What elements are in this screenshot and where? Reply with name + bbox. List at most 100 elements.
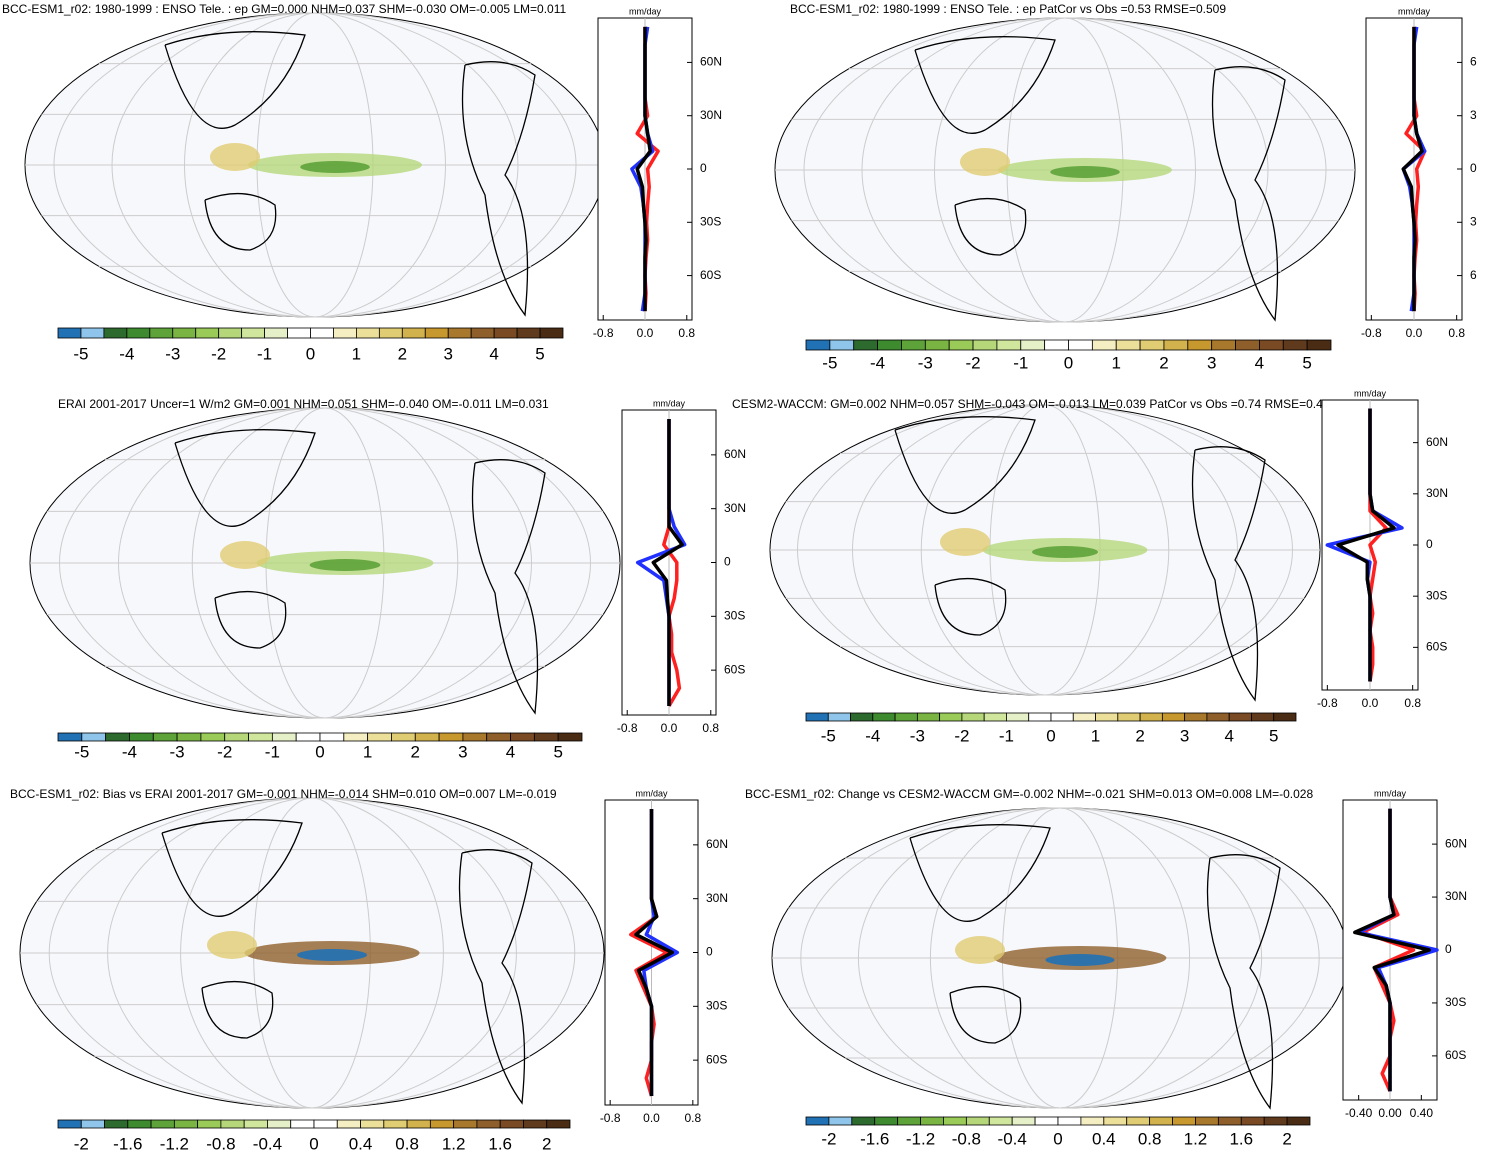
panel-title: BCC-ESM1_r02: 1980-1999 : ENSO Tele. : e…: [2, 2, 567, 16]
colorbar-box: [965, 1116, 990, 1126]
colorbar-box: [829, 339, 855, 351]
colorbar-label: 1: [363, 742, 372, 761]
colorbar-box: [920, 1116, 944, 1126]
colorbar-label: 0: [306, 344, 315, 363]
tropical-anomaly: [1045, 954, 1115, 966]
units-label: mm/day: [629, 6, 662, 16]
colorbar-label: -4: [870, 353, 885, 372]
units-label: mm/day: [1398, 6, 1431, 16]
colorbar-label: -0.4: [998, 1129, 1027, 1148]
colorbar-label: -0.4: [253, 1134, 282, 1152]
colorbar-label: 1.2: [442, 1134, 466, 1152]
colorbar-box: [523, 1119, 548, 1129]
zonal-mean-line: [1401, 26, 1424, 312]
tropical-anomaly: [220, 541, 270, 569]
colorbar-box: [103, 327, 128, 339]
colorbar-box: [267, 1119, 292, 1129]
colorbar-label: -1.6: [860, 1129, 889, 1148]
continent-outline: [201, 980, 274, 1039]
colorbar-box: [1095, 712, 1119, 722]
colorbar-box: [1034, 1116, 1059, 1126]
x-tick-label: -0.8: [1317, 696, 1338, 710]
x-tick-label: -0.8: [1361, 326, 1382, 340]
y-tick-label: 0: [1470, 161, 1477, 175]
colorbar-box: [401, 327, 426, 339]
colorbar-box: [972, 339, 998, 351]
continent-outline: [894, 416, 1036, 514]
colorbar-box: [1228, 712, 1252, 722]
colorbar-box: [924, 339, 950, 351]
colorbar-label: 2: [1135, 726, 1144, 745]
colorbar-box: [470, 327, 495, 339]
continent-outline: [934, 577, 1007, 636]
colorbar-box: [172, 327, 197, 339]
x-tick-label: 0.0: [637, 326, 654, 340]
colorbar-box: [499, 1119, 524, 1129]
colorbar-label: 1.2: [1184, 1129, 1208, 1148]
colorbar-label: 0: [1046, 726, 1055, 745]
units-label: mm/day: [1374, 788, 1407, 798]
colorbar-box: [197, 1119, 222, 1129]
x-tick-label: 0.0: [1406, 326, 1423, 340]
colorbar-box: [943, 1116, 967, 1126]
colorbar-box: [241, 327, 265, 339]
y-tick-label: 60N: [700, 55, 722, 69]
colorbar-box: [897, 1116, 921, 1126]
colorbar-label: -4: [119, 344, 134, 363]
colorbar-box: [1115, 339, 1141, 351]
colorbar-box: [176, 732, 202, 742]
colorbar-box: [1251, 712, 1275, 722]
colorbar-box: [1259, 339, 1284, 351]
colorbar-box: [414, 732, 440, 742]
y-tick-label: 60S: [724, 662, 745, 676]
panel-title: BCC-ESM1_r02: 1980-1999 : ENSO Tele. : e…: [790, 2, 1226, 16]
colorbar-box: [557, 732, 583, 742]
colorbar-box: [1240, 1116, 1265, 1126]
colorbar-label: -2: [821, 1129, 836, 1148]
x-tick-label: 0.8: [1448, 326, 1465, 340]
colorbar-label: 1: [1111, 353, 1120, 372]
colorbar-box: [510, 732, 535, 742]
colorbar-box: [313, 1119, 338, 1129]
colorbar-label: -1.6: [113, 1134, 142, 1152]
colorbar-box: [874, 1116, 899, 1126]
colorbar-label: 4: [1224, 726, 1233, 745]
y-tick-label: 30N: [706, 891, 728, 905]
colorbar-box: [961, 712, 985, 722]
colorbar-box: [1068, 339, 1093, 351]
colorbar-label: 0: [309, 1134, 318, 1152]
continent-outline: [161, 819, 303, 917]
colorbar-box: [1149, 1116, 1173, 1126]
panel: BCC-ESM1_r02: Bias vs ERAI 2001-2017 GM=…: [10, 787, 728, 1152]
colorbar-label: 0: [315, 742, 324, 761]
colorbar-label: -3: [165, 344, 180, 363]
colorbar-box: [264, 327, 288, 339]
continent-outline: [174, 429, 316, 527]
panel-title: ERAI 2001-2017 Uncer=1 W/m2 GM=0.001 NHM…: [58, 397, 549, 411]
colorbar-box: [1163, 339, 1189, 351]
colorbar-box: [57, 732, 83, 742]
colorbar-box: [1217, 1116, 1242, 1126]
tropical-anomaly: [1032, 546, 1098, 558]
colorbar-box: [80, 327, 105, 339]
x-tick-label: 0.8: [684, 1111, 701, 1125]
colorbar-box: [453, 1119, 478, 1129]
y-tick-label: 60S: [700, 268, 721, 282]
colorbar-label: -4: [122, 742, 137, 761]
tropical-anomaly: [1050, 166, 1120, 178]
colorbar-box: [493, 327, 518, 339]
colorbar-label: -3: [918, 353, 933, 372]
colorbar-label: 3: [1207, 353, 1216, 372]
colorbar-box: [948, 339, 974, 351]
colorbar-box: [1161, 712, 1186, 722]
colorbar-box: [988, 1116, 1013, 1126]
y-tick-label: 30N: [1445, 889, 1467, 903]
colorbar-box: [1211, 339, 1236, 351]
y-tick-label: 60N: [1426, 435, 1448, 449]
colorbar-box: [378, 327, 403, 339]
x-tick-label: 0.0: [1362, 696, 1379, 710]
colorbar-box: [1072, 712, 1096, 722]
colorbar-box: [1006, 712, 1030, 722]
colorbar-label: 4: [1255, 353, 1264, 372]
colorbar-box: [1286, 1116, 1311, 1126]
